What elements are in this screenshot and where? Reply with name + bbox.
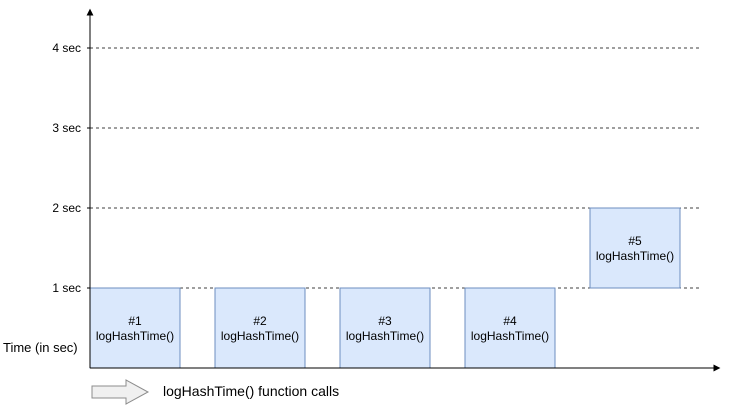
call-box-name: logHashTime() xyxy=(471,329,549,343)
y-axis-title: Time (in sec) xyxy=(3,340,78,355)
y-tick-label: 3 sec xyxy=(52,121,81,135)
call-box-rect xyxy=(589,207,681,289)
call-box-id: #3 xyxy=(378,314,392,328)
legend-label: logHashTime() function calls xyxy=(163,383,339,399)
call-box-name: logHashTime() xyxy=(596,249,674,263)
call-box-rect xyxy=(89,287,181,369)
call-box-rect xyxy=(464,287,556,369)
call-box-rect xyxy=(339,287,431,369)
y-tick-label: 4 sec xyxy=(52,41,81,55)
call-box-id: #5 xyxy=(628,234,642,248)
call-box-id: #4 xyxy=(503,314,517,328)
call-box-id: #2 xyxy=(253,314,267,328)
legend: logHashTime() function calls xyxy=(91,379,339,405)
call-box-name: logHashTime() xyxy=(96,329,174,343)
call-box-name: logHashTime() xyxy=(346,329,424,343)
y-tick-label: 2 sec xyxy=(52,201,81,215)
call-boxes: #1logHashTime()#2logHashTime()#3logHashT… xyxy=(89,207,681,369)
y-tick-label: 1 sec xyxy=(52,281,81,295)
y-tick-labels: 4 sec 3 sec 2 sec 1 sec xyxy=(52,41,81,295)
call-box-rect xyxy=(214,287,306,369)
right-arrow-icon xyxy=(91,379,150,405)
call-box-id: #1 xyxy=(128,314,142,328)
call-box-name: logHashTime() xyxy=(221,329,299,343)
